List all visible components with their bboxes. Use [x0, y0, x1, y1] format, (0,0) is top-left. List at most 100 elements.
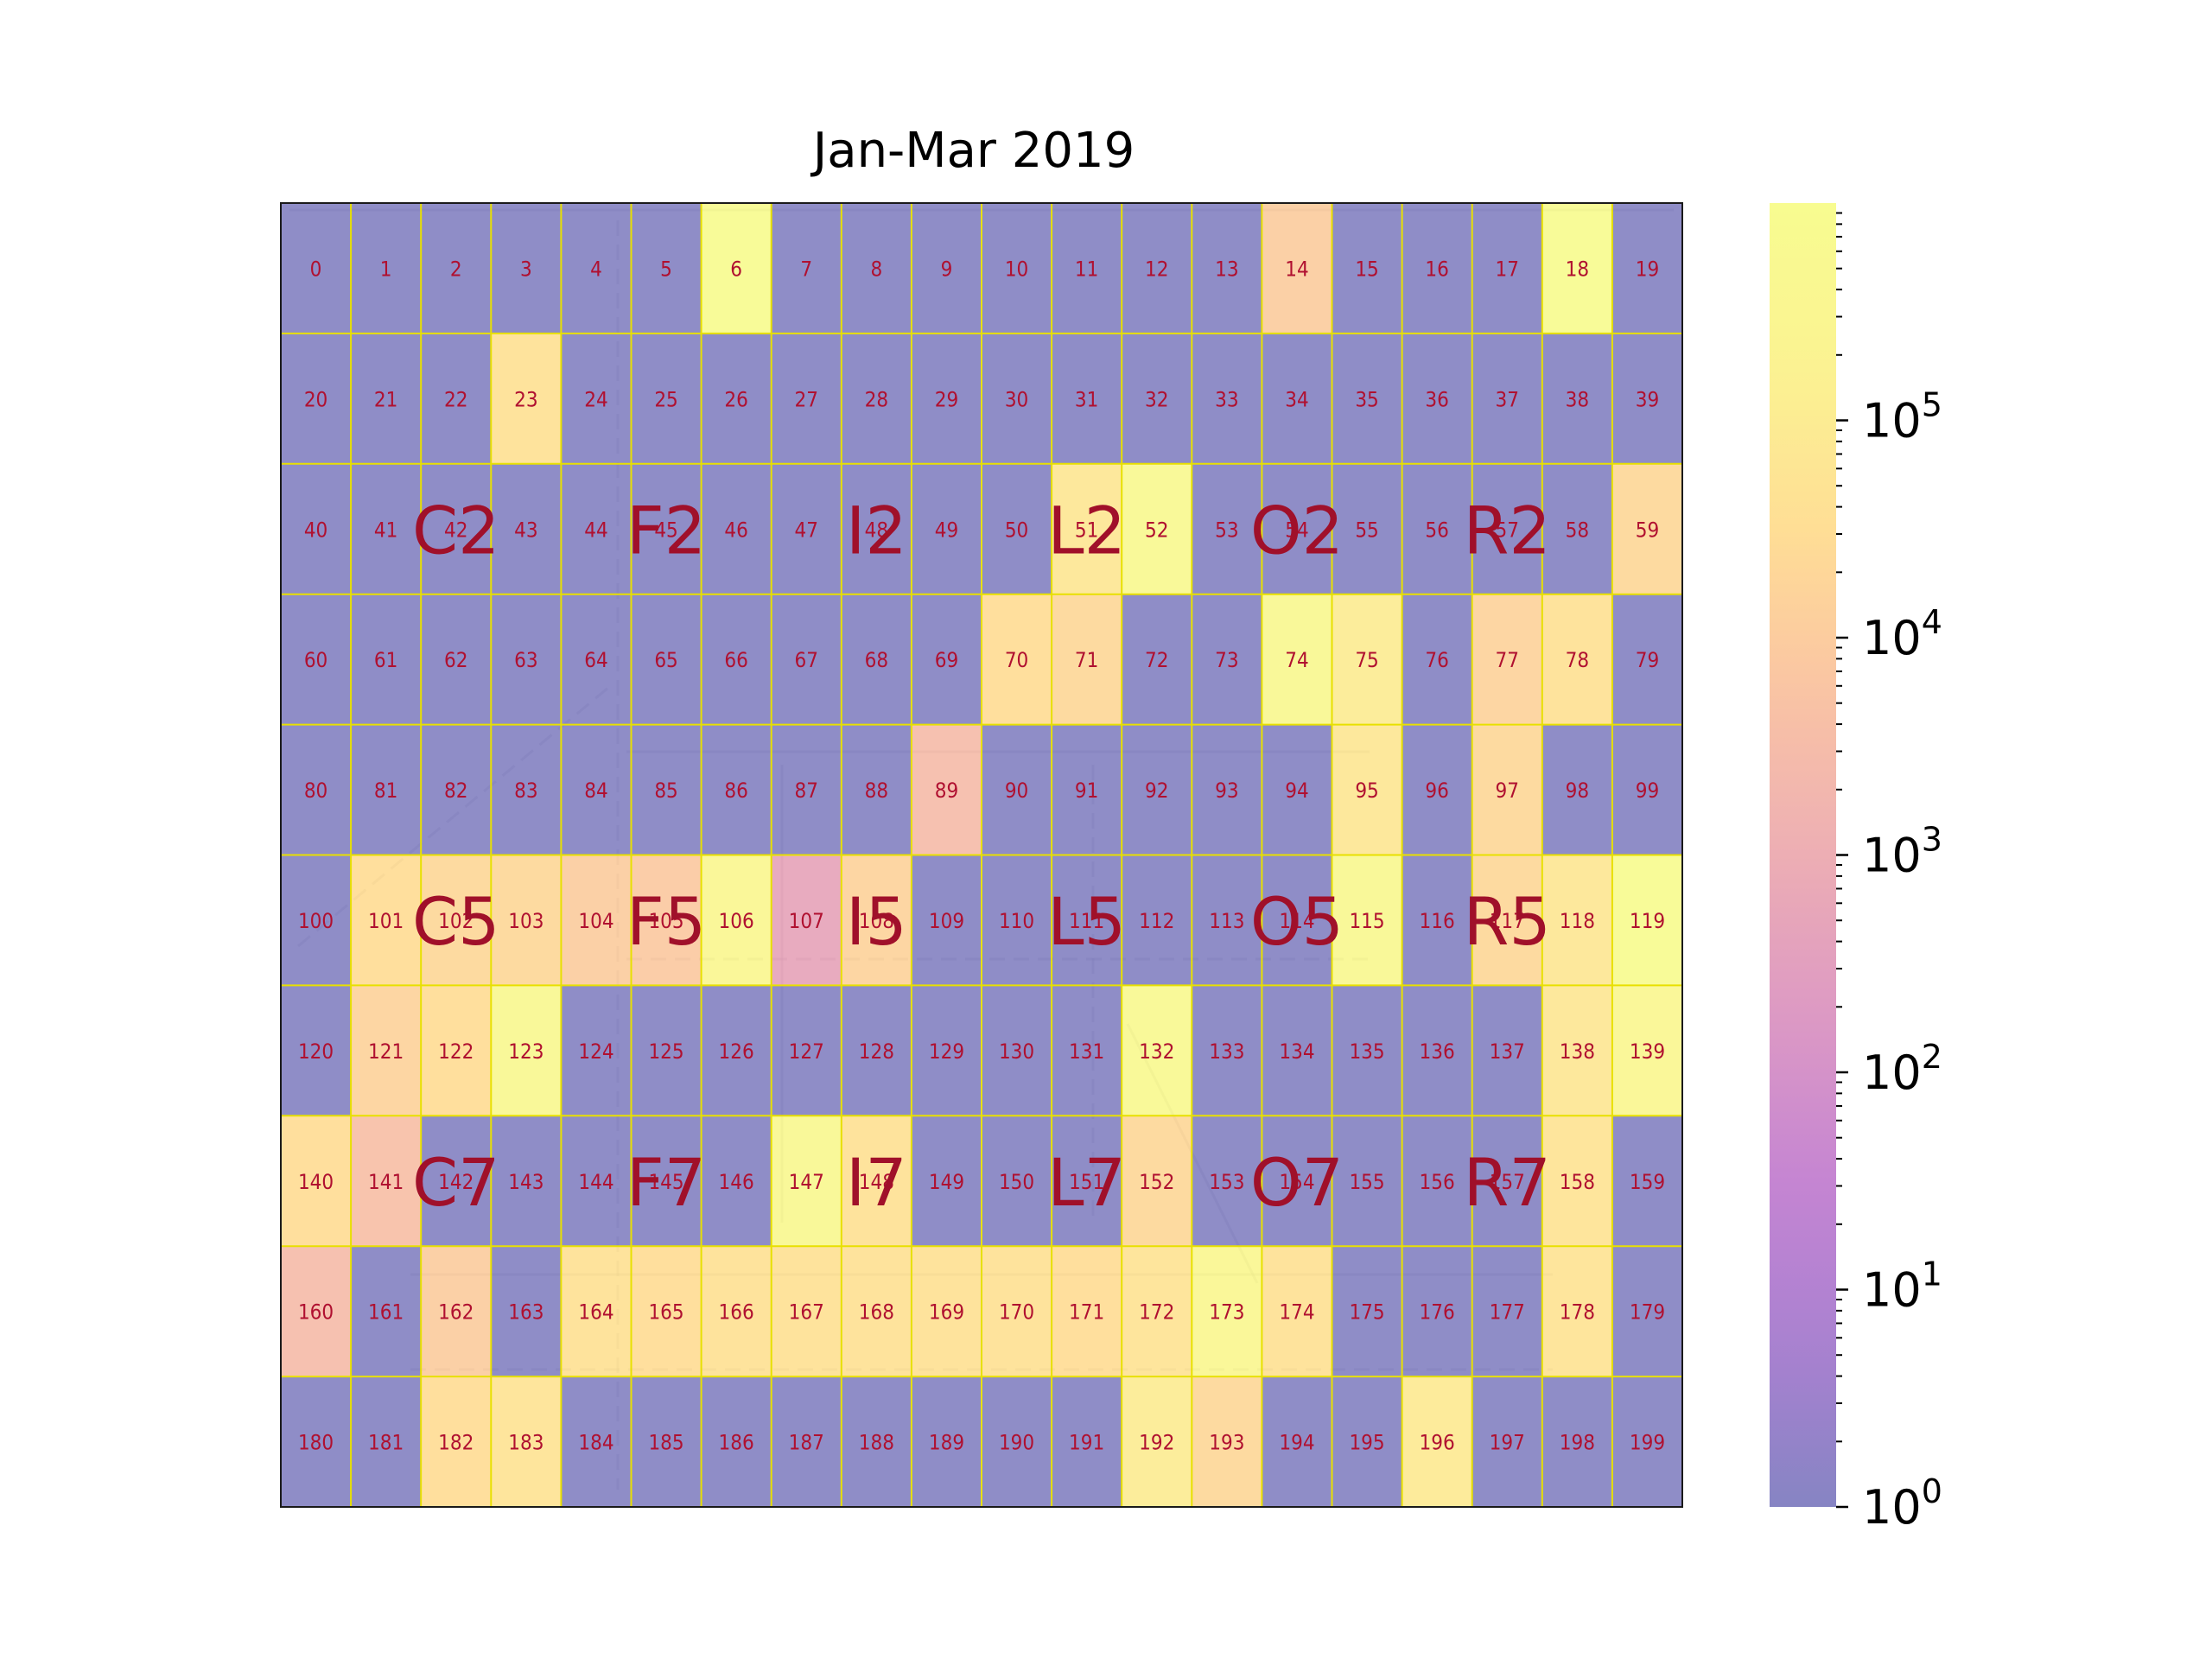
zone-label: O7 [1250, 1144, 1344, 1221]
cell-index-label: 35 [1355, 387, 1378, 411]
heatmap-cell [1052, 1116, 1122, 1247]
cell-index-label: 184 [578, 1431, 613, 1455]
cell-index-label: 44 [584, 518, 607, 542]
cell-index-label: 8 [870, 257, 882, 281]
cell-index-label: 169 [929, 1300, 964, 1325]
heatmap-cell [491, 463, 562, 595]
heatmap-cell [771, 1246, 842, 1377]
heatmap-cell [1402, 333, 1473, 465]
heatmap-cell [1332, 594, 1403, 726]
heatmap-cell [982, 1246, 1052, 1377]
colorbar-gradient [1770, 203, 1836, 1507]
heatmap-cell [1402, 855, 1473, 986]
heatmap-cell [1471, 1376, 1543, 1508]
cell-index-label: 31 [1075, 387, 1098, 411]
cell-index-label: 95 [1355, 779, 1378, 803]
heatmap-cell [1402, 985, 1473, 1116]
cell-index-label: 99 [1636, 779, 1659, 803]
cell-index-label: 101 [368, 909, 404, 933]
heatmap-cell [1402, 724, 1473, 855]
cell-index-label: 172 [1139, 1300, 1174, 1325]
colorbar-tick-label: 104 [1862, 603, 1942, 665]
heatmap-cell [771, 594, 842, 726]
heatmap-cells [281, 203, 1683, 1508]
heatmap-cell [1122, 333, 1192, 465]
cell-index-label: 124 [578, 1039, 613, 1064]
cell-index-label: 59 [1636, 518, 1659, 542]
cell-index-label: 116 [1420, 909, 1455, 933]
heatmap-cell [421, 594, 492, 726]
cell-index-label: 109 [929, 909, 964, 933]
heatmap-cell [561, 855, 632, 986]
heatmap-cell [1541, 724, 1613, 855]
cell-index-label: 92 [1145, 779, 1168, 803]
heatmap-cell [1332, 333, 1403, 465]
cell-index-label: 18 [1566, 257, 1589, 281]
heatmap-cell [351, 333, 422, 465]
cell-index-label: 36 [1425, 387, 1448, 411]
heatmap-cell [1471, 463, 1543, 595]
cell-index-label: 196 [1420, 1431, 1455, 1455]
cell-index-label: 64 [584, 648, 607, 672]
cell-index-label: 152 [1139, 1170, 1174, 1194]
cell-index-label: 32 [1145, 387, 1168, 411]
cell-index-label: 41 [374, 518, 397, 542]
cell-index-label: 61 [374, 648, 397, 672]
heatmap-cell [281, 1246, 352, 1377]
cell-index-label: 100 [298, 909, 334, 933]
cell-index-label: 1 [380, 257, 392, 281]
cell-index-label: 94 [1285, 779, 1308, 803]
heatmap-cell [1052, 985, 1122, 1116]
cell-index-label: 75 [1355, 648, 1378, 672]
cell-index-label: 38 [1566, 387, 1589, 411]
cell-index-label: 48 [865, 518, 888, 542]
cell-index-label: 84 [584, 779, 607, 803]
heatmap-cell [421, 463, 492, 595]
heatmap-cell [1332, 1376, 1403, 1508]
heatmap-cell [1052, 333, 1122, 465]
heatmap-cell [491, 855, 562, 986]
cell-index-label: 155 [1349, 1170, 1384, 1194]
heatmap-cell [491, 594, 562, 726]
heatmap-cell [1122, 855, 1192, 986]
cell-index-label: 131 [1069, 1039, 1104, 1064]
cell-index-label: 87 [795, 779, 818, 803]
cell-index-label: 4 [590, 257, 602, 281]
cell-index-label: 175 [1349, 1300, 1384, 1325]
cell-index-label: 118 [1560, 909, 1595, 933]
heatmap-cell [1192, 333, 1262, 465]
heatmap-cell [1332, 463, 1403, 595]
cell-index-label: 79 [1636, 648, 1659, 672]
cell-index-label: 194 [1279, 1431, 1314, 1455]
cell-index-label: 60 [304, 648, 327, 672]
cell-index-label: 67 [795, 648, 818, 672]
cell-index-label: 76 [1425, 648, 1448, 672]
heatmap-cell [1332, 855, 1403, 986]
zone-label: O5 [1250, 883, 1344, 960]
cell-index-label: 127 [789, 1039, 824, 1064]
heatmap-cell [982, 855, 1052, 986]
colorbar-tick-label: 103 [1862, 821, 1942, 883]
cell-index-label: 129 [929, 1039, 964, 1064]
cell-index-label: 183 [508, 1431, 543, 1455]
heatmap-cell [771, 724, 842, 855]
cell-index-label: 160 [298, 1300, 334, 1325]
cell-index-label: 199 [1630, 1431, 1665, 1455]
cell-index-label: 149 [929, 1170, 964, 1194]
heatmap-cell [561, 203, 632, 334]
heatmap-cell [982, 1376, 1052, 1508]
heatmap-cell [1471, 1246, 1543, 1377]
heatmap-cell [1541, 855, 1613, 986]
heatmap-cell [351, 1246, 422, 1377]
zone-label: C7 [412, 1144, 499, 1221]
cell-index-label: 197 [1490, 1431, 1525, 1455]
heatmap-cell [771, 985, 842, 1116]
heatmap-cell [631, 855, 702, 986]
cell-index-label: 140 [298, 1170, 334, 1194]
heatmap-cell [1611, 724, 1683, 855]
heatmap-cell [1122, 1376, 1192, 1508]
cell-index-label: 98 [1566, 779, 1589, 803]
cell-index-label: 139 [1630, 1039, 1665, 1064]
cell-index-label: 166 [719, 1300, 754, 1325]
